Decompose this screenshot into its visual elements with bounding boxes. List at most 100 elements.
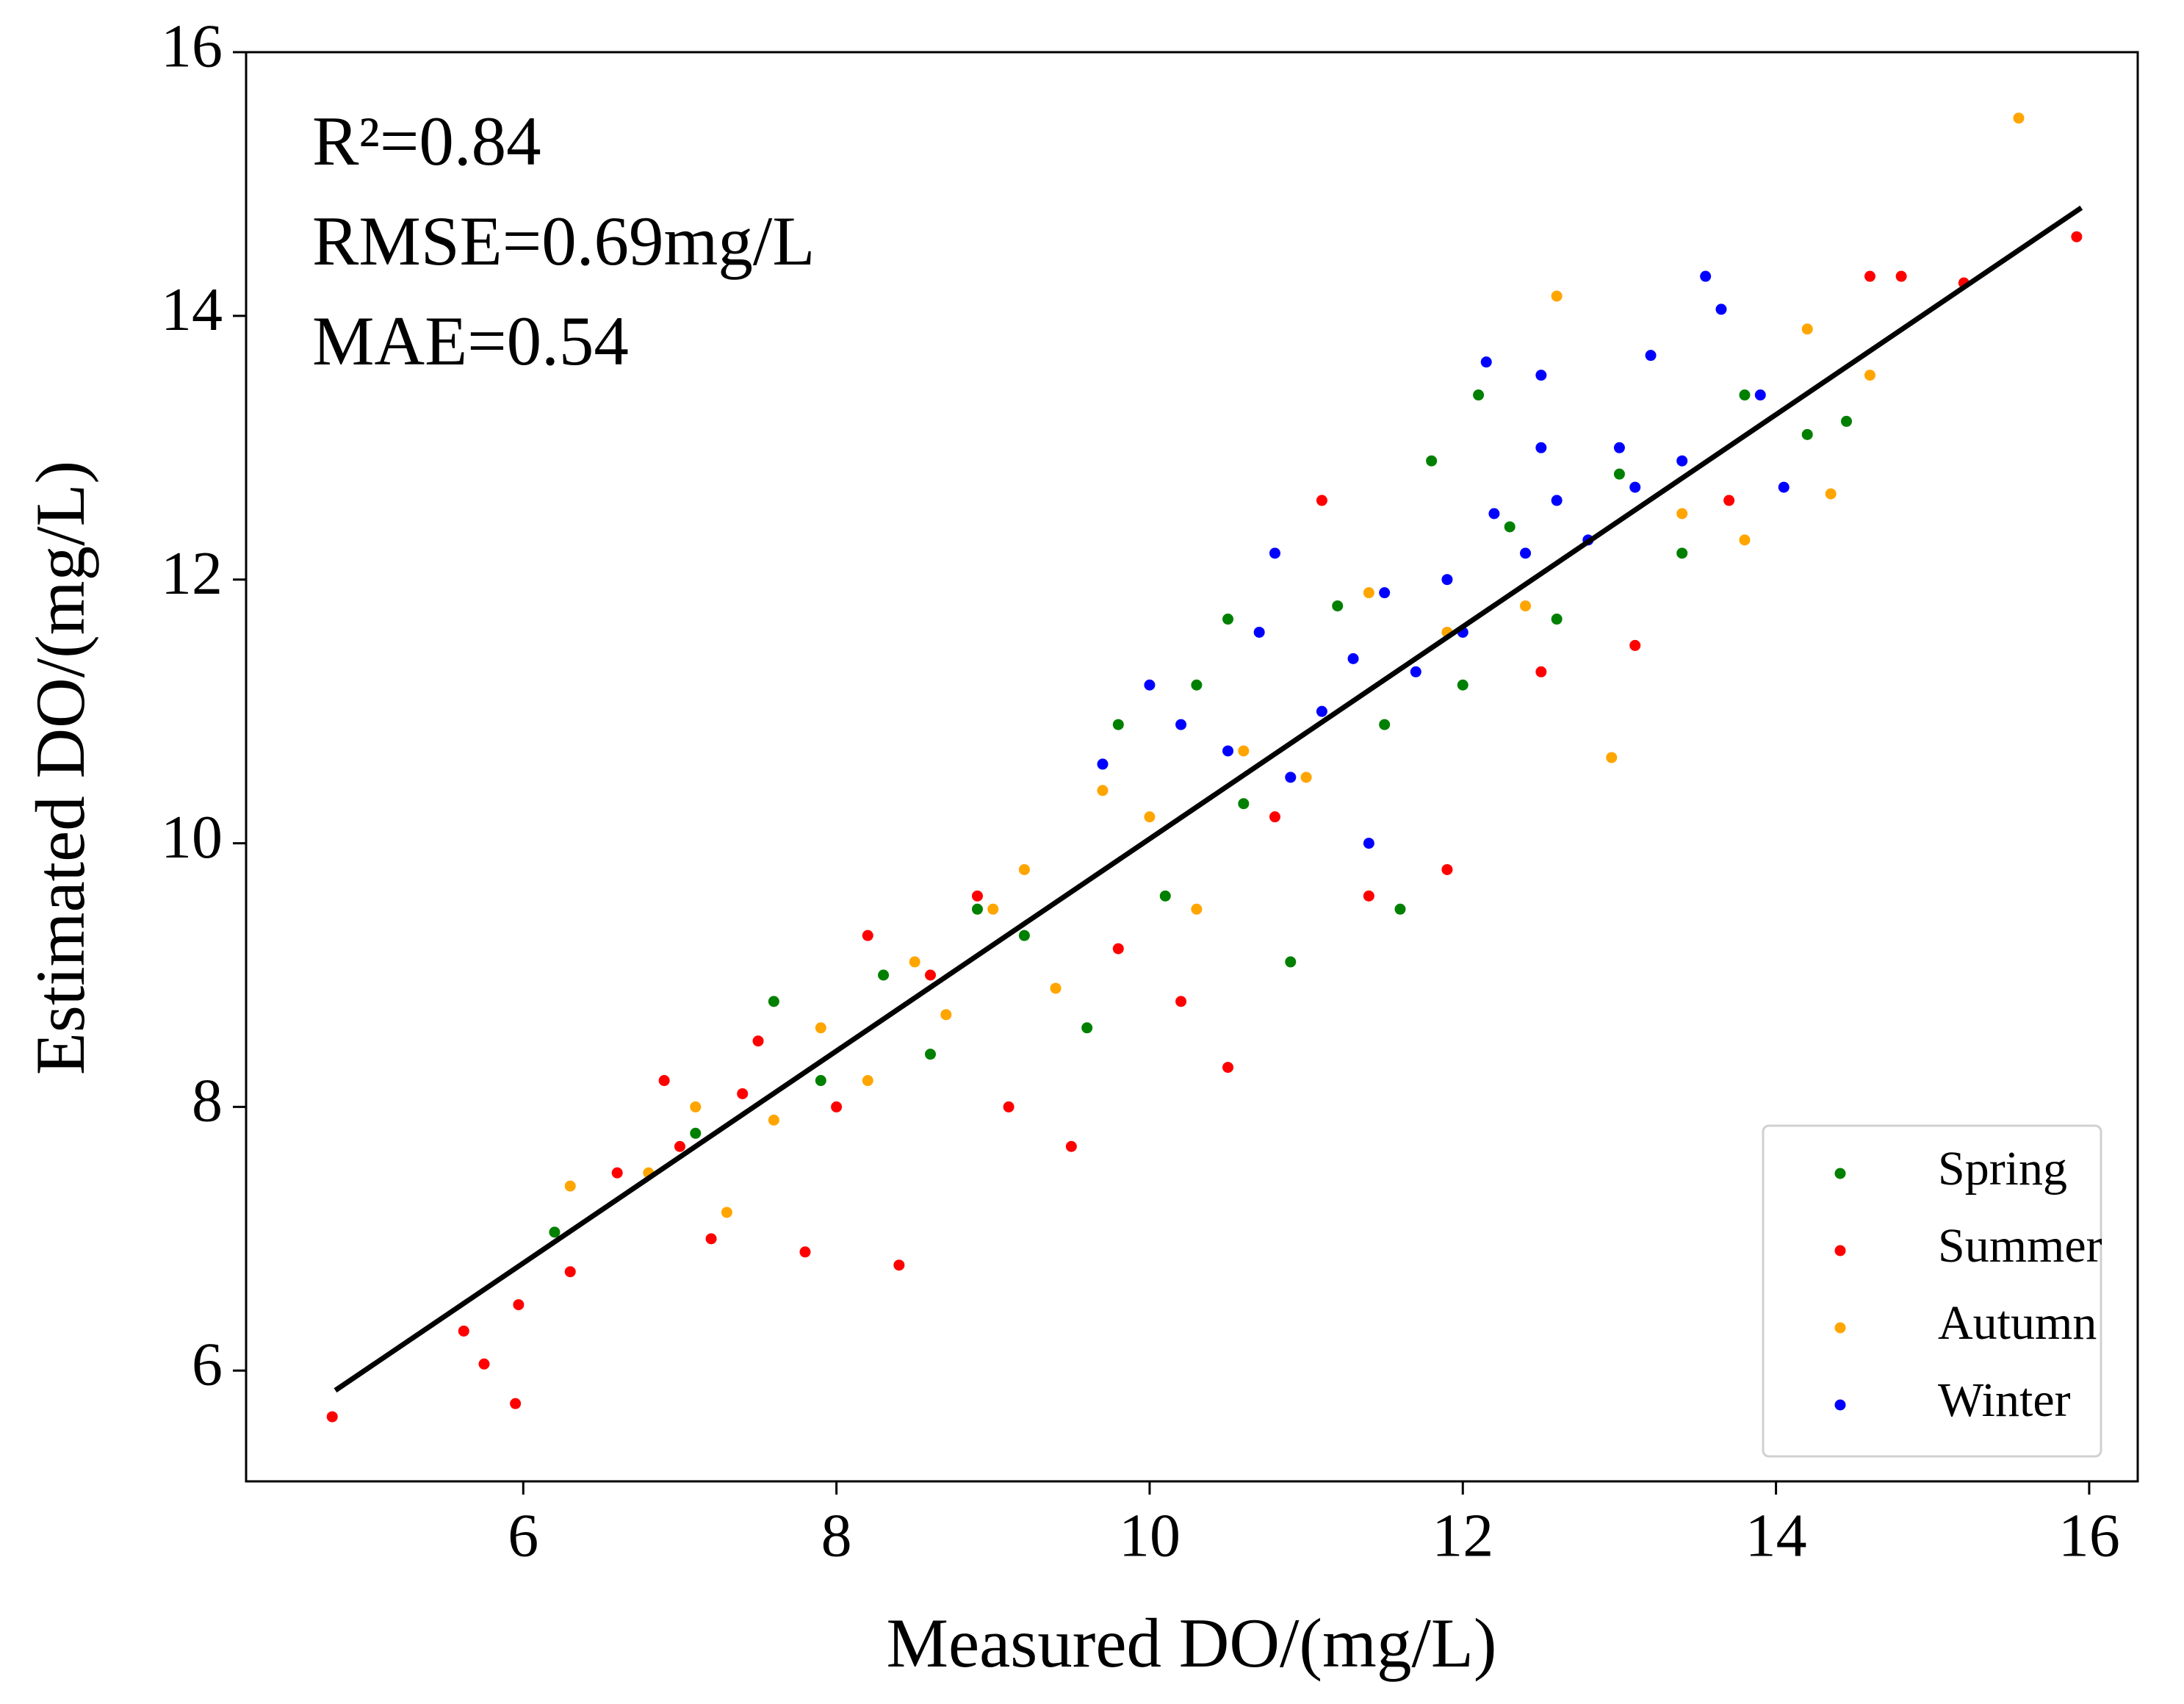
point	[1606, 752, 1618, 763]
point	[1097, 785, 1109, 797]
point	[768, 996, 779, 1007]
point	[737, 1088, 749, 1099]
point	[925, 1049, 937, 1060]
point	[549, 1226, 561, 1238]
point	[1715, 303, 1727, 315]
point	[1520, 547, 1532, 559]
point	[478, 1358, 490, 1370]
point	[1363, 587, 1374, 599]
x-tick-label: 8	[821, 1501, 852, 1570]
point	[1269, 811, 1280, 823]
point	[674, 1140, 685, 1152]
point	[510, 1398, 522, 1409]
y-tick-label: 12	[161, 539, 223, 608]
point	[1645, 350, 1657, 362]
point	[1191, 903, 1203, 915]
point	[862, 1075, 873, 1087]
point	[815, 1075, 826, 1087]
point	[1488, 508, 1500, 520]
point	[1112, 943, 1124, 955]
point	[1801, 428, 1813, 440]
point	[1238, 798, 1250, 810]
legend-label: Autumn	[1938, 1296, 2097, 1350]
fit-line	[334, 205, 2083, 1393]
point	[1551, 614, 1563, 625]
x-axis-label: Measured DO/(mg/L)	[886, 1604, 1496, 1682]
point	[909, 956, 920, 968]
y-tick-label: 14	[161, 276, 223, 344]
point	[1676, 547, 1688, 559]
point	[1081, 1022, 1093, 1034]
point	[1253, 626, 1265, 638]
annotation: RMSE=0.69mg/L	[312, 202, 815, 280]
point	[1700, 270, 1712, 282]
point	[658, 1075, 670, 1087]
x-tick-label: 12	[1432, 1501, 1493, 1570]
point	[1535, 666, 1547, 677]
point	[1222, 1062, 1234, 1074]
point	[971, 903, 983, 915]
point	[1801, 323, 1813, 335]
point	[1504, 521, 1516, 533]
point	[1050, 982, 1062, 994]
point	[1739, 389, 1751, 401]
point	[611, 1167, 623, 1179]
point	[1457, 679, 1468, 691]
x-tick-label: 10	[1119, 1501, 1181, 1570]
point	[1739, 534, 1751, 546]
point	[1379, 719, 1391, 730]
point	[1269, 547, 1280, 559]
x-tick-label: 14	[1745, 1501, 1807, 1570]
legend-marker	[1834, 1399, 1846, 1411]
point	[1222, 745, 1234, 757]
point	[862, 930, 873, 941]
point	[1613, 468, 1625, 480]
legend-box	[1762, 1124, 2102, 1458]
point	[1316, 705, 1327, 717]
point	[987, 903, 999, 915]
point	[1551, 495, 1563, 506]
legend-marker	[1834, 1168, 1846, 1179]
x-tick-label: 16	[2058, 1501, 2120, 1570]
y-tick-label: 16	[161, 12, 223, 80]
point	[831, 1101, 843, 1112]
legend-label: Summer	[1938, 1219, 2102, 1273]
plot-frame	[245, 51, 2139, 1483]
y-tick-label: 6	[192, 1331, 223, 1399]
annotation: R²=0.84	[312, 102, 541, 180]
point	[1112, 719, 1124, 730]
point	[1332, 600, 1344, 612]
annotation: MAE=0.54	[312, 302, 629, 380]
point	[1551, 290, 1563, 302]
point	[690, 1101, 702, 1112]
point	[1191, 679, 1203, 691]
point	[1222, 614, 1234, 625]
point	[815, 1022, 826, 1034]
point	[1676, 508, 1688, 520]
point	[1426, 455, 1438, 467]
point	[1520, 600, 1532, 612]
point	[768, 1114, 779, 1126]
point	[458, 1325, 469, 1337]
point	[940, 1009, 952, 1021]
point	[1316, 495, 1327, 506]
point	[1159, 890, 1171, 902]
point	[564, 1266, 576, 1278]
point	[1347, 653, 1359, 664]
point	[1473, 389, 1485, 401]
legend-marker	[1834, 1322, 1846, 1334]
point	[1285, 772, 1297, 783]
point	[1065, 1140, 1077, 1152]
point	[2013, 112, 2025, 124]
point	[1754, 389, 1766, 401]
point	[1613, 442, 1625, 453]
point	[1441, 863, 1453, 875]
point	[1018, 863, 1030, 875]
point	[1535, 442, 1547, 453]
point	[1175, 996, 1187, 1007]
point	[1778, 481, 1790, 493]
point	[2071, 231, 2083, 242]
point	[1864, 270, 1875, 282]
point	[878, 969, 890, 981]
point	[326, 1411, 338, 1423]
